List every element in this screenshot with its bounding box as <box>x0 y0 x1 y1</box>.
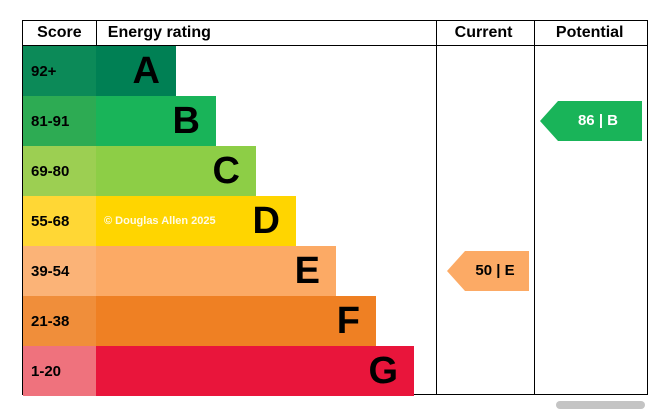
potential-rating-label: 86 | B <box>577 112 619 129</box>
score-range-g: 1-20 <box>23 346 96 396</box>
score-range-c: 69-80 <box>23 146 96 196</box>
band-row-a: 92+ A <box>23 46 647 96</box>
band-bar-d: D © Douglas Allen 2025 <box>96 196 296 246</box>
band-row-g: 1-20 G <box>23 346 647 396</box>
scrollbar-thumb[interactable] <box>556 401 645 409</box>
band-bar-b: B <box>96 96 216 146</box>
score-range-e: 39-54 <box>23 246 96 296</box>
band-row-e: 39-54 E <box>23 246 647 296</box>
current-rating-arrow: 50 | E <box>447 251 529 291</box>
current-header: Current <box>454 24 513 41</box>
score-header: Score <box>37 24 82 41</box>
current-rating-label: 50 | E <box>475 262 515 279</box>
watermark-text: © Douglas Allen 2025 <box>104 215 216 227</box>
score-range-a: 92+ <box>23 46 96 96</box>
potential-header: Potential <box>555 24 624 41</box>
current-column-divider <box>436 21 437 394</box>
score-range-b: 81-91 <box>23 96 96 146</box>
epc-rating-chart: Score Energy rating Current Potential 92… <box>22 20 648 396</box>
potential-rating-arrow: 86 | B <box>540 101 642 141</box>
score-range-f: 21-38 <box>23 296 96 346</box>
rating-bands: 92+ A 81-91 B 69-80 C 55-68 D © Douglas Allen 20… <box>23 46 647 396</box>
band-bar-c: C <box>96 146 256 196</box>
band-row-d: 55-68 D © Douglas Allen 2025 <box>23 196 647 246</box>
score-range-d: 55-68 <box>23 196 96 246</box>
band-letter-c: C <box>212 150 240 192</box>
band-letter-e: E <box>294 250 320 292</box>
band-bar-f: F <box>96 296 376 346</box>
energy-rating-header: Energy rating <box>107 24 211 41</box>
band-row-b: 81-91 B <box>23 96 647 146</box>
band-letter-g: G <box>368 350 398 392</box>
band-bar-e: E <box>96 246 336 296</box>
band-row-c: 69-80 C <box>23 146 647 196</box>
band-letter-a: A <box>132 50 160 92</box>
band-bar-g: G <box>96 346 414 396</box>
band-bar-a: A <box>96 46 176 96</box>
band-letter-b: B <box>172 100 200 142</box>
band-row-f: 21-38 F <box>23 296 647 346</box>
band-letter-d: D <box>252 200 280 242</box>
potential-column-divider <box>534 21 535 394</box>
band-letter-f: F <box>336 300 360 342</box>
chart-header: Score Energy rating Current Potential <box>23 21 647 46</box>
